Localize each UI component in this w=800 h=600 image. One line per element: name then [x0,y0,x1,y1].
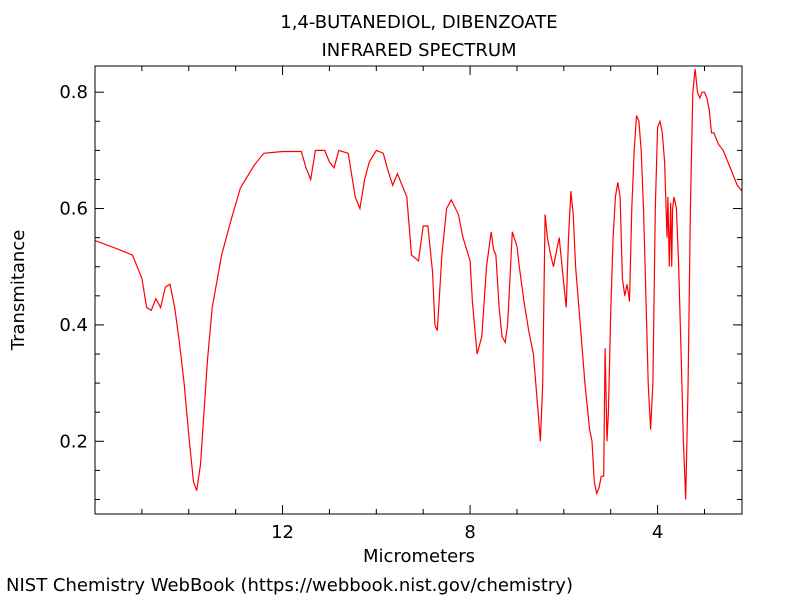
source-footer: NIST Chemistry WebBook (https://webbook.… [6,575,573,596]
y-tick-label: 0.2 [59,431,88,452]
y-tick-label: 0.6 [59,199,88,220]
chart-subtitle: INFRARED SPECTRUM [321,40,516,61]
tick-labels: 12 8 4 0.2 0.4 0.6 0.8 [59,82,663,543]
y-tick-label: 0.4 [59,315,88,336]
x-axis-label: Micrometers [363,546,475,567]
y-axis-label: Transmitance [8,230,29,352]
spectrum-line [94,68,743,500]
chart-title: 1,4-BUTANEDIOL, DIBENZOATE [280,12,557,33]
axis-ticks [95,66,742,514]
x-tick-label: 8 [464,522,475,543]
plot-frame [94,65,743,515]
x-tick-label: 4 [652,522,663,543]
y-tick-label: 0.8 [59,82,88,103]
x-tick-label: 12 [271,522,294,543]
